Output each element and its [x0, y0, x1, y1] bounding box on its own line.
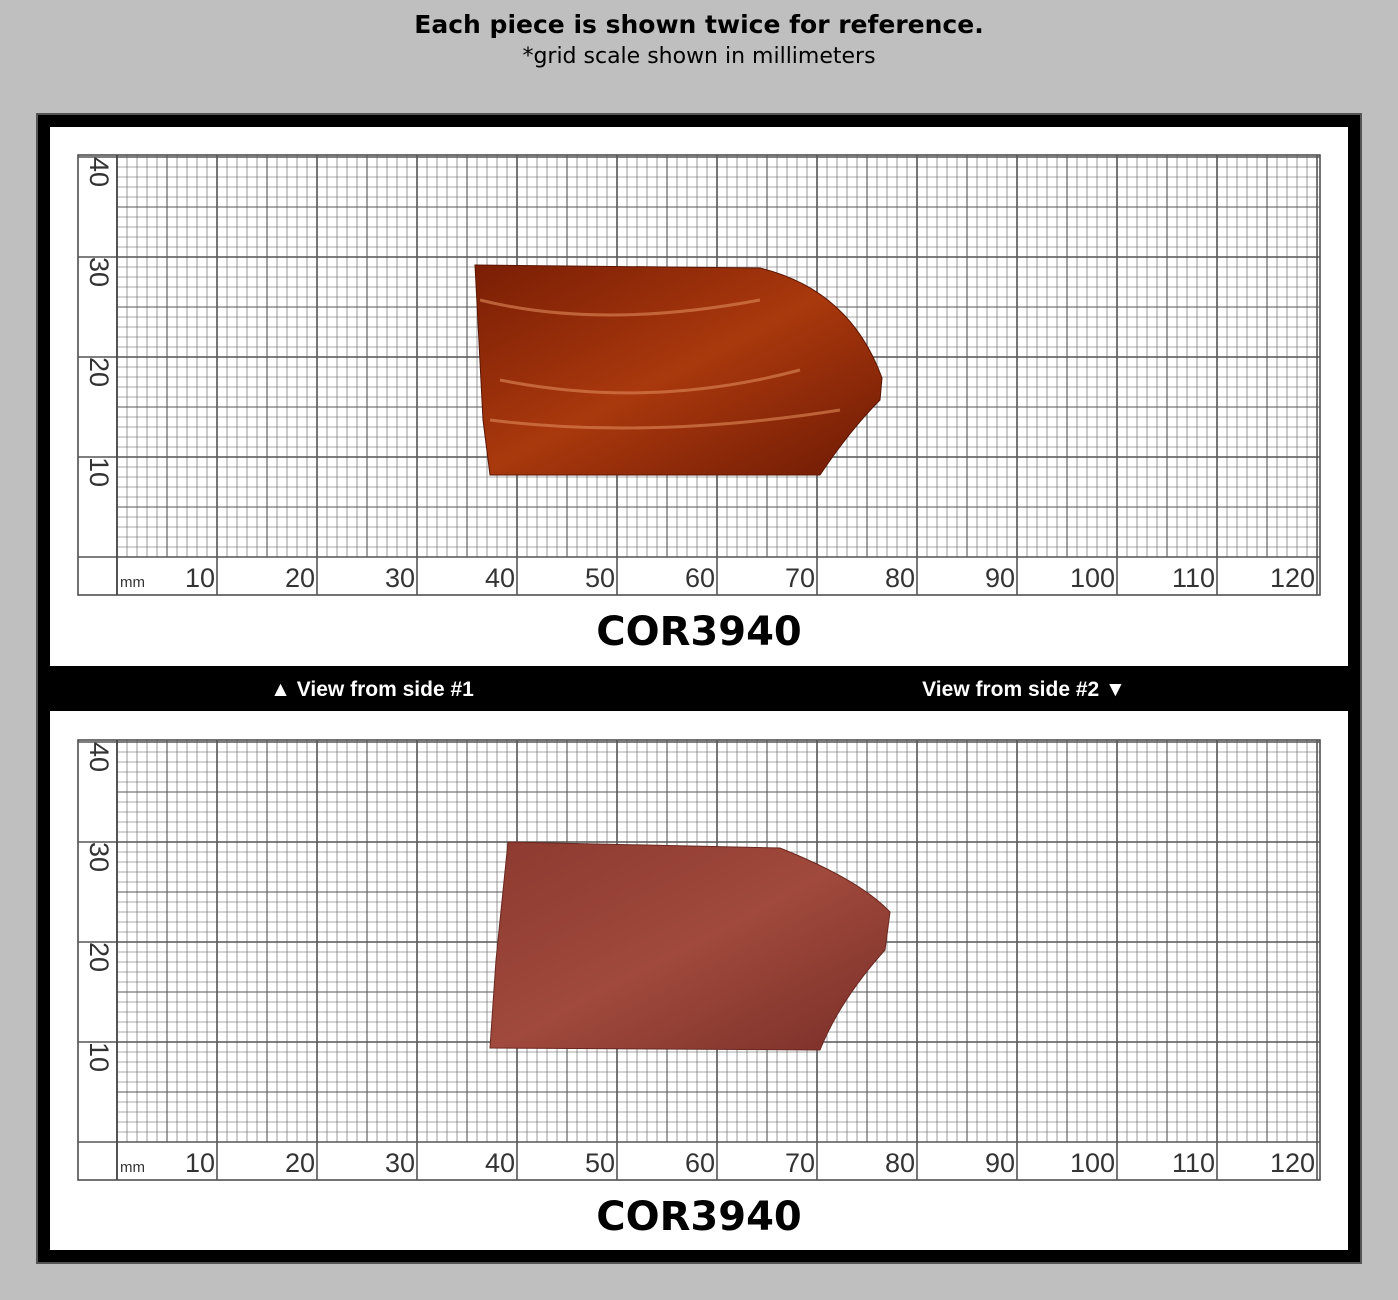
item-code: COR3940: [596, 609, 802, 655]
x-label: 20: [285, 563, 315, 593]
x-label: 70: [785, 1148, 815, 1178]
x-label: 100: [1070, 1148, 1115, 1178]
x-label: 80: [885, 1148, 915, 1178]
x-label: 10: [185, 563, 215, 593]
x-label: 70: [785, 563, 815, 593]
x-label: 10: [185, 1148, 215, 1178]
x-label: 50: [585, 1148, 615, 1178]
subtitle: *grid scale shown in millimeters: [522, 44, 875, 69]
x-label: 30: [385, 563, 415, 593]
x-label: 110: [1172, 563, 1215, 593]
x-label: 90: [985, 1148, 1015, 1178]
stone-side-2: [489, 841, 891, 1051]
item-code: COR3940: [596, 1194, 802, 1240]
unit-label: mm: [120, 574, 145, 591]
x-label: 30: [385, 1148, 415, 1178]
y-label: 30: [84, 257, 114, 287]
y-label: 30: [84, 842, 114, 872]
y-label: 40: [84, 742, 114, 772]
x-label: 120: [1270, 563, 1315, 593]
x-label: 90: [985, 563, 1015, 593]
x-label: 60: [685, 1148, 715, 1178]
y-label: 10: [84, 457, 114, 487]
divider-left: ▲ View from side #1: [270, 678, 474, 701]
y-label: 20: [84, 357, 114, 387]
y-label: 10: [84, 1042, 114, 1072]
unit-label: mm: [120, 1159, 145, 1176]
x-label: 100: [1070, 563, 1115, 593]
x-label: 80: [885, 563, 915, 593]
stone-side-1: [474, 264, 883, 476]
divider-right: View from side #2 ▼: [922, 678, 1126, 701]
y-label: 40: [84, 157, 114, 187]
x-label: 20: [285, 1148, 315, 1178]
x-label: 40: [485, 563, 515, 593]
x-label: 40: [485, 1148, 515, 1178]
title: Each piece is shown twice for reference.: [414, 10, 983, 39]
x-label: 50: [585, 563, 615, 593]
x-label: 110: [1172, 1148, 1215, 1178]
y-label: 20: [84, 942, 114, 972]
x-label: 60: [685, 563, 715, 593]
x-label: 120: [1270, 1148, 1315, 1178]
stone-highlight: [479, 298, 841, 430]
